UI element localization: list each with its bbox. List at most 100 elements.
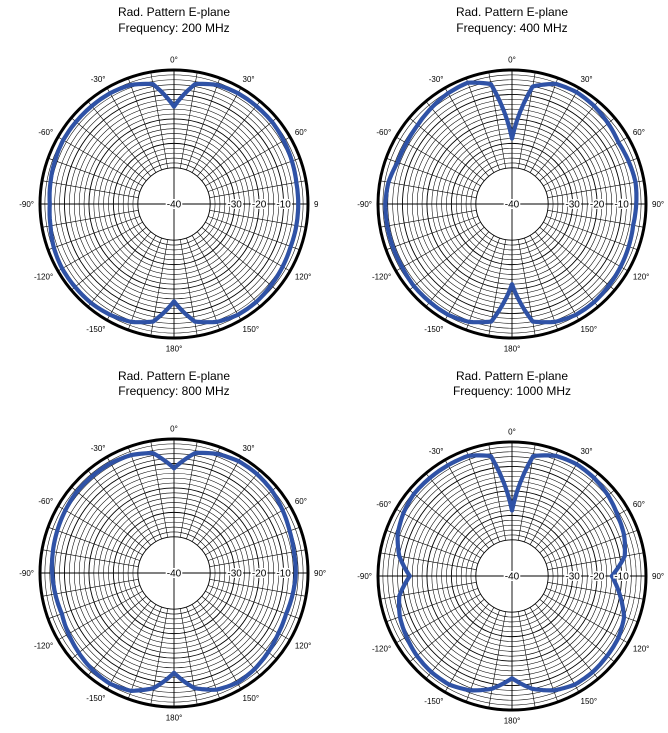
polar-chart-400mhz-svg: Rad. Pattern E-plane Frequency: 400 MHz … (357, 5, 664, 354)
chart-title: Rad. Pattern E-plane (118, 369, 230, 383)
pattern-trace (49, 450, 298, 693)
ring-gridline (470, 162, 554, 246)
ring-gridline (392, 84, 632, 324)
angle-label: 120° (295, 641, 312, 650)
polar-chart-1000mhz-svg: Rad. Pattern E-plane Frequency: 1000 MHz… (357, 369, 664, 726)
angle-label: -60° (376, 128, 391, 137)
polar-chart-1000mhz: Rad. Pattern E-plane Frequency: 1000 MHz… (357, 365, 664, 733)
angle-label: 60° (295, 497, 307, 506)
ring-label: -40 (505, 572, 520, 583)
angle-label: 150° (581, 697, 598, 706)
polar-chart-400mhz: Rad. Pattern E-plane Frequency: 400 MHz … (357, 0, 664, 360)
ring-gridline (108, 507, 240, 639)
ring-gridline (411, 103, 613, 305)
chart-subtitle: Frequency: 200 MHz (118, 21, 229, 35)
ring-gridline (88, 118, 260, 290)
ring-gridline (127, 526, 221, 620)
ring-gridline (416, 108, 608, 300)
angle-label: 180° (166, 345, 183, 354)
ring-label: -40 (167, 200, 182, 211)
ring-gridline (78, 477, 270, 669)
angle-label: 9 (314, 200, 319, 209)
ring-gridline (98, 497, 250, 649)
angle-label: 150° (243, 694, 260, 703)
angle-label: -120° (372, 644, 391, 653)
ring-gridline (436, 128, 588, 280)
ring-gridline (54, 453, 294, 693)
ring-gridline (93, 123, 255, 285)
ring-gridline (421, 113, 603, 295)
ring-gridline (112, 142, 236, 266)
chart-subtitle: Frequency: 1000 MHz (453, 384, 571, 398)
ring-gridline (83, 482, 265, 664)
angle-label: -30° (91, 75, 106, 84)
ring-gridline (475, 539, 549, 613)
angle-label: 30° (243, 444, 255, 453)
angle-label: 0° (508, 56, 516, 65)
angle-label: -120° (34, 641, 53, 650)
ring-gridline (88, 487, 260, 659)
ring-label: -40 (167, 569, 182, 580)
ring-gridline (465, 529, 559, 623)
ring-gridline (54, 84, 294, 324)
angle-label: 150° (243, 325, 260, 334)
angle-label: 0° (170, 56, 178, 65)
angle-label: 60° (295, 128, 307, 137)
ring-gridline (397, 89, 627, 319)
ring-gridline (64, 94, 284, 314)
ring-gridline (460, 152, 564, 256)
angle-label: -60° (38, 497, 53, 506)
angle-label: -90° (357, 572, 372, 581)
ring-gridline (44, 443, 304, 703)
angle-label: -150° (86, 325, 105, 334)
ring-label: -20 (590, 200, 605, 211)
polar-plot: -40 -30 -20 -10 0° 30° 60° 9 120° 150° 180° -150° -1… (19, 56, 319, 354)
ring-gridline (103, 133, 245, 275)
ring-gridline (450, 142, 574, 266)
ring-gridline (137, 167, 211, 241)
ring-gridline (117, 147, 231, 261)
ring-label: -10 (614, 200, 629, 211)
angle-label: -150° (424, 325, 443, 334)
angle-label: -120° (34, 272, 53, 281)
angle-label: 60° (633, 128, 645, 137)
angle-label: -90° (357, 200, 372, 209)
polar-chart-200mhz: Rad. Pattern E-plane Frequency: 200 MHz … (19, 0, 320, 360)
angle-label: -90° (19, 200, 34, 209)
ring-gridline (108, 138, 240, 270)
ring-gridline (402, 94, 622, 314)
ring-gridline (117, 516, 231, 630)
ring-gridline (78, 108, 270, 300)
ring-gridline (103, 502, 245, 644)
angle-label: 90° (652, 572, 664, 581)
angle-label: 30° (581, 75, 593, 84)
angle-label: 60° (633, 500, 645, 509)
ring-gridline (407, 99, 617, 309)
ring-gridline (426, 490, 598, 662)
ring-gridline (387, 451, 637, 701)
chart-title: Rad. Pattern E-plane (118, 5, 230, 19)
ring-gridline (460, 524, 564, 628)
ring-gridline (59, 89, 289, 319)
angle-label: 120° (295, 272, 312, 281)
ring-gridline (112, 511, 236, 635)
ring-gridline (421, 485, 603, 667)
ring-label: -30 (565, 200, 580, 211)
plot-outline (38, 68, 310, 340)
angle-label: 120° (633, 644, 650, 653)
angle-label: 0° (170, 425, 178, 434)
angle-label: -30° (429, 75, 444, 84)
chart-subtitle: Frequency: 400 MHz (456, 21, 567, 35)
ring-gridline (436, 500, 588, 652)
ring-label: -20 (590, 572, 605, 583)
angle-label: -120° (372, 272, 391, 281)
ring-gridline (137, 536, 211, 610)
ring-gridline (93, 492, 255, 654)
ring-gridline (392, 456, 632, 696)
angle-label: -150° (86, 694, 105, 703)
ring-gridline (44, 74, 304, 334)
ring-gridline (132, 162, 216, 246)
angle-label: 120° (633, 272, 650, 281)
ring-gridline (122, 152, 226, 256)
ring-label: -20 (252, 200, 267, 211)
